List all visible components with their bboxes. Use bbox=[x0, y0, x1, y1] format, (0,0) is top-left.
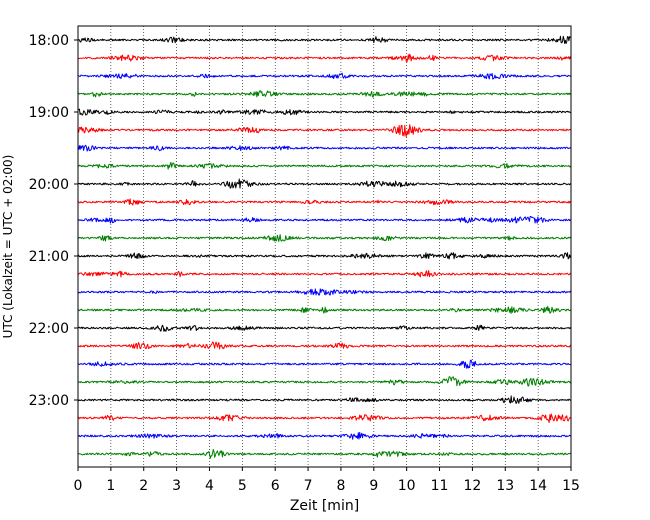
seismic-trace bbox=[77, 395, 572, 404]
y-tick-label: 21:00 bbox=[29, 249, 69, 265]
x-tick-label: 13 bbox=[496, 478, 514, 494]
x-tick-label: 10 bbox=[398, 478, 416, 494]
x-tick-label: 1 bbox=[106, 478, 115, 494]
x-tick-label: 0 bbox=[74, 478, 83, 494]
y-tick-label: 18:00 bbox=[29, 33, 69, 49]
seismic-trace bbox=[77, 234, 572, 242]
y-tick-label: 22:00 bbox=[29, 321, 69, 337]
y-axis-label: UTC (Lokalzeit = UTC + 02:00) bbox=[1, 155, 15, 339]
seismic-trace bbox=[77, 161, 572, 170]
x-tick-label: 3 bbox=[172, 478, 181, 494]
x-tick-label: 15 bbox=[562, 478, 580, 494]
x-tick-label: 9 bbox=[369, 478, 378, 494]
seismic-trace bbox=[77, 449, 572, 459]
seismic-trace bbox=[77, 376, 572, 387]
x-tick-label: 6 bbox=[271, 478, 280, 494]
grid-lines bbox=[110, 26, 539, 467]
seismic-trace bbox=[77, 270, 572, 278]
x-tick-label: 2 bbox=[139, 478, 148, 494]
seismic-trace bbox=[77, 108, 571, 116]
seismic-trace bbox=[77, 124, 572, 138]
x-tick-label: 4 bbox=[205, 478, 214, 494]
seismic-trace bbox=[77, 413, 572, 423]
seismic-trace bbox=[77, 359, 572, 369]
seismic-trace bbox=[77, 431, 572, 440]
x-tick-label: 7 bbox=[304, 478, 313, 494]
y-tick-label: 23:00 bbox=[29, 393, 69, 409]
seismic-trace bbox=[77, 252, 572, 260]
x-axis: 0 1 2 3 4 5 6 7 8 9 10 11 12 13 14 15 bbox=[74, 467, 580, 494]
x-tick-label: 14 bbox=[529, 478, 547, 494]
seismic-trace bbox=[77, 53, 572, 63]
seismic-trace bbox=[77, 324, 572, 332]
plot-frame bbox=[77, 25, 572, 468]
y-tick-label: 20:00 bbox=[29, 177, 69, 193]
seismic-trace bbox=[77, 305, 572, 314]
y-axis: 18:00 19:00 20:00 21:00 22:00 23:00 bbox=[29, 33, 78, 409]
x-tick-label: 12 bbox=[463, 478, 481, 494]
seismic-traces bbox=[77, 35, 572, 459]
seismic-trace bbox=[77, 198, 572, 206]
seismic-trace bbox=[77, 90, 572, 98]
seismic-trace bbox=[77, 178, 572, 189]
x-tick-label: 11 bbox=[431, 478, 449, 494]
seismic-trace bbox=[77, 341, 572, 350]
seismic-trace bbox=[77, 35, 572, 44]
x-tick-label: 8 bbox=[336, 478, 345, 494]
seismic-trace bbox=[77, 144, 572, 152]
y-tick-label: 19:00 bbox=[29, 105, 69, 121]
x-tick-label: 5 bbox=[238, 478, 247, 494]
x-axis-label: Zeit [min] bbox=[290, 498, 359, 514]
seismic-trace bbox=[77, 72, 572, 80]
seismic-trace bbox=[77, 215, 572, 224]
seismic-trace bbox=[77, 288, 572, 296]
